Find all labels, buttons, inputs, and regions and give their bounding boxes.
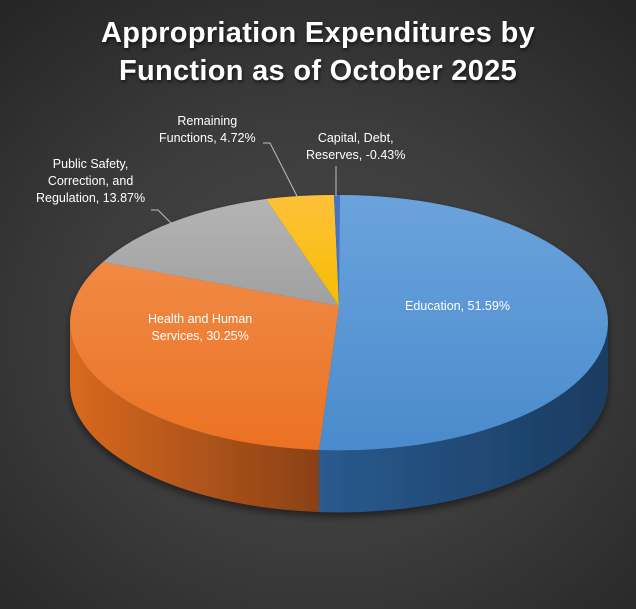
slice-side-education <box>319 323 608 513</box>
data-label-health: Health and Human Services, 30.25% <box>148 312 253 343</box>
data-label-education: Education, 51.59% <box>405 299 510 313</box>
slice-remaining[interactable] <box>266 194 339 306</box>
slice-health[interactable] <box>70 262 339 450</box>
slice-education[interactable] <box>319 195 608 451</box>
data-label-public-safety: Public Safety, Correction, and Regulatio… <box>36 157 146 205</box>
leader-line-remaining <box>263 142 299 199</box>
slice-public-safety[interactable] <box>103 199 339 306</box>
data-label-remaining: Remaining Functions, 4.72% <box>159 114 256 145</box>
slice-capital[interactable] <box>334 194 340 306</box>
chart-title: Appropriation Expenditures by Function a… <box>0 14 636 90</box>
slice-side-health <box>70 323 319 512</box>
leader-line-public-safety <box>151 209 173 225</box>
chart-title-line2: Function as of October 2025 <box>118 55 518 87</box>
chart-title-line1: Appropriation Expenditures by <box>100 17 536 49</box>
data-label-capital: Capital, Debt, Reserves, -0.43% <box>306 131 406 162</box>
